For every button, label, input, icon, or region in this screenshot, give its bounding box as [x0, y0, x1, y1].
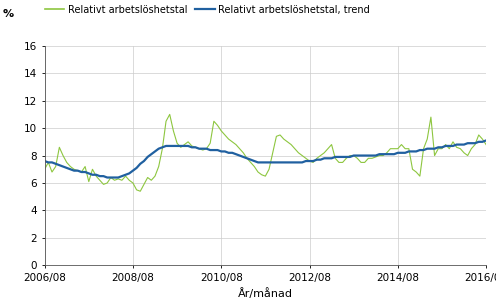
Line: Relativt arbetslöshetstal, trend: Relativt arbetslöshetstal, trend [45, 140, 486, 178]
Relativt arbetslöshetstal, trend [233, 152, 239, 156]
Relativt arbetslöshetstal [347, 154, 353, 157]
X-axis label: År/månad: År/månad [238, 289, 293, 300]
Relativt arbetslöshetstal, trend [42, 159, 48, 163]
Relativt arbetslöshetstal [461, 151, 467, 155]
Relativt arbetslöshetstal [237, 147, 243, 151]
Relativt arbetslöshetstal, trend [104, 176, 110, 179]
Relativt arbetslöshetstal, trend [457, 143, 463, 146]
Relativt arbetslöshetstal, trend [343, 155, 349, 159]
Legend: Relativt arbetslöshetstal, Relativt arbetslöshetstal, trend: Relativt arbetslöshetstal, Relativt arbe… [45, 5, 370, 15]
Relativt arbetslöshetstal [148, 178, 154, 182]
Text: %: % [2, 9, 13, 19]
Relativt arbetslöshetstal [137, 189, 143, 193]
Relativt arbetslöshetstal, trend [321, 156, 327, 160]
Relativt arbetslöshetstal, trend [483, 138, 489, 142]
Relativt arbetslöshetstal [86, 180, 92, 183]
Relativt arbetslöshetstal, trend [86, 171, 92, 175]
Relativt arbetslöshetstal, trend [148, 152, 154, 156]
Relativt arbetslöshetstal [325, 147, 331, 151]
Relativt arbetslöshetstal [483, 143, 489, 146]
Line: Relativt arbetslöshetstal: Relativt arbetslöshetstal [45, 114, 486, 191]
Relativt arbetslöshetstal [42, 167, 48, 171]
Relativt arbetslöshetstal [167, 113, 173, 116]
